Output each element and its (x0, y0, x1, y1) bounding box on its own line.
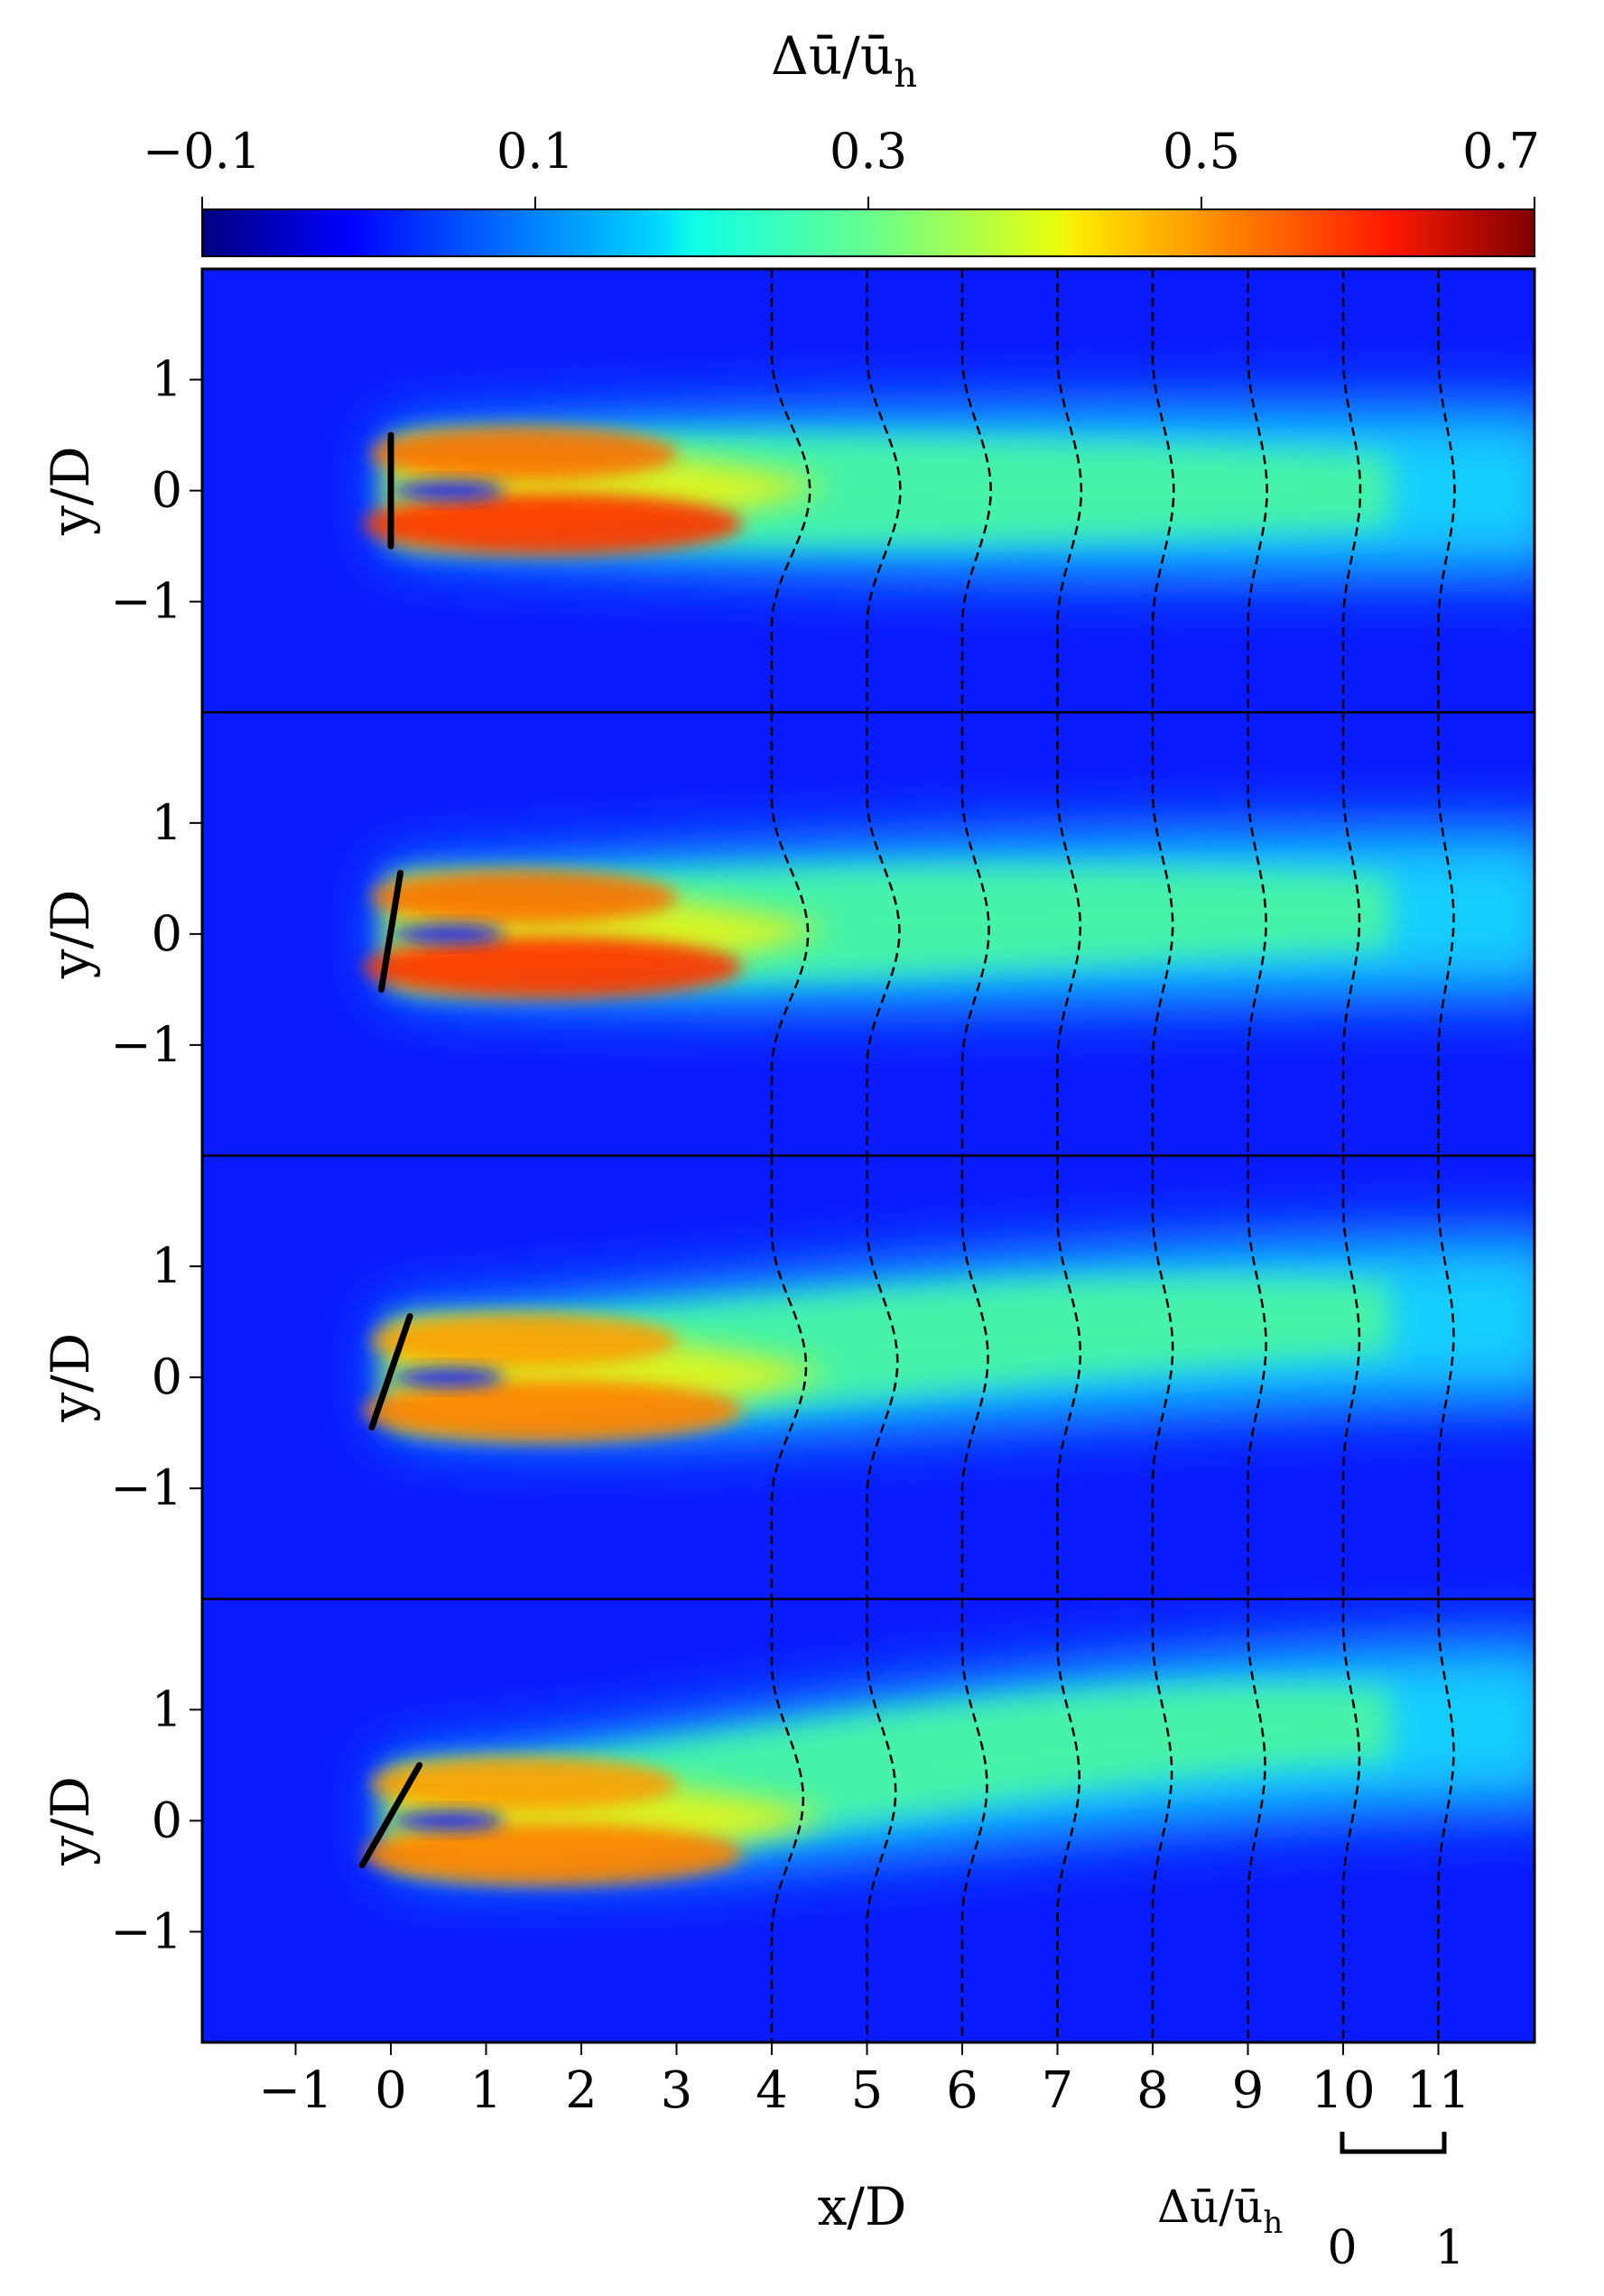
velocity-profile (960, 1598, 988, 2042)
velocity-profile (960, 712, 990, 1156)
y-tick-label: 1 (152, 794, 182, 851)
velocity-profile (1341, 1598, 1361, 2042)
colorbar-gradient (201, 208, 1535, 257)
wake-panel (363, 1641, 1534, 1885)
velocity-profile (866, 1598, 897, 2042)
colorbar-title: Δū/ūh (771, 25, 917, 96)
wake-panel (363, 1235, 1534, 1442)
panel-overlay: 10−1y/D10−1y/D10−1y/D10−1y/D (40, 269, 1534, 2042)
profile-scale-tick-1: 1 (1434, 2221, 1464, 2275)
rotor-disc-line (358, 1762, 423, 1869)
y-axis-label: y/D (40, 1776, 101, 1866)
x-tick-label: 9 (1232, 2061, 1265, 2120)
wake-panel (363, 406, 1534, 575)
velocity-profile (960, 269, 992, 713)
wake-panel (363, 829, 1534, 1004)
velocity-profile (770, 1155, 808, 1599)
velocity-profile (1247, 1598, 1266, 2042)
y-axis-label: y/D (40, 889, 101, 979)
velocity-profile (770, 1598, 805, 2042)
velocity-profile (1056, 269, 1083, 713)
profile-scale-bracket (1340, 2132, 1447, 2154)
velocity-profile (1151, 269, 1175, 713)
x-axis-label: x/D (818, 2176, 907, 2237)
x-tick-label: 2 (565, 2061, 598, 2120)
velocity-profile (1247, 1155, 1267, 1599)
velocity-profile (770, 269, 811, 713)
velocity-profile (1151, 1598, 1173, 2042)
rotor-disc-line (368, 1312, 413, 1430)
y-tick-label: 1 (152, 351, 182, 408)
velocity-profile (866, 712, 901, 1156)
velocity-profile (1437, 1155, 1455, 1599)
profile-scale-label: Δū/ūh (1157, 2180, 1283, 2241)
velocity-profile (770, 712, 810, 1156)
velocity-profile (960, 1155, 989, 1599)
velocity-profile (1437, 269, 1456, 713)
x-tick-label: 7 (1042, 2061, 1074, 2120)
x-tick-label: 1 (470, 2061, 503, 2120)
x-tick-label: −1 (258, 2061, 333, 2120)
y-tick-label: 1 (152, 1680, 182, 1737)
colorbar-tick-label: 0.7 (1462, 123, 1540, 180)
x-tick-label: 8 (1136, 2061, 1169, 2120)
colorbar: −0.1 0.1 0.3 0.5 0.7 Δū/ūh (143, 25, 1540, 257)
y-tick-label: −1 (110, 1903, 182, 1959)
rotor-disc-line (377, 869, 404, 993)
x-tick-label: 5 (851, 2061, 884, 2120)
colorbar-ticks: −0.1 0.1 0.3 0.5 0.7 (143, 123, 1540, 209)
y-tick-label: 0 (152, 1348, 182, 1405)
profile-scale: Δū/ūh 0 1 (1157, 2132, 1465, 2275)
x-tick-label: 4 (756, 2061, 788, 2120)
x-tick-label: 0 (375, 2061, 407, 2120)
y-tick-label: 0 (152, 1791, 182, 1848)
velocity-profile (1341, 712, 1361, 1156)
velocity-profile (1437, 1598, 1455, 2042)
x-tick-label: 10 (1311, 2061, 1375, 2120)
colorbar-tick-label: 0.1 (496, 123, 574, 180)
velocity-profile (1056, 712, 1082, 1156)
velocity-profile (1247, 269, 1268, 713)
colorbar-tick-label: 0.5 (1163, 123, 1240, 180)
y-tick-label: −1 (110, 1459, 182, 1516)
axes: −1 0 1 2 3 4 5 6 7 8 9 10 11 (200, 267, 1536, 2120)
y-tick-label: 0 (152, 462, 182, 519)
y-axis-label: y/D (40, 446, 101, 536)
y-tick-label: −1 (110, 573, 182, 630)
velocity-profile (1151, 1155, 1174, 1599)
velocity-profile (1341, 269, 1362, 713)
x-tick-label: 11 (1406, 2061, 1470, 2120)
x-tick-label: 6 (946, 2061, 978, 2120)
y-axis-label: y/D (40, 1333, 101, 1423)
y-tick-label: 1 (152, 1237, 182, 1294)
velocity-profile (1437, 712, 1455, 1156)
y-tick-label: 0 (152, 905, 182, 962)
velocity-profile (1056, 1598, 1081, 2042)
profile-scale-tick-0: 0 (1327, 2221, 1357, 2275)
x-tick-label: 3 (661, 2061, 693, 2120)
y-tick-label: −1 (110, 1016, 182, 1073)
velocity-profile (866, 269, 902, 713)
plot-frame (200, 267, 1536, 2044)
colorbar-tick-label: 0.3 (830, 123, 907, 180)
velocity-profile (866, 1155, 899, 1599)
colorbar-tick-label: −0.1 (143, 123, 261, 180)
